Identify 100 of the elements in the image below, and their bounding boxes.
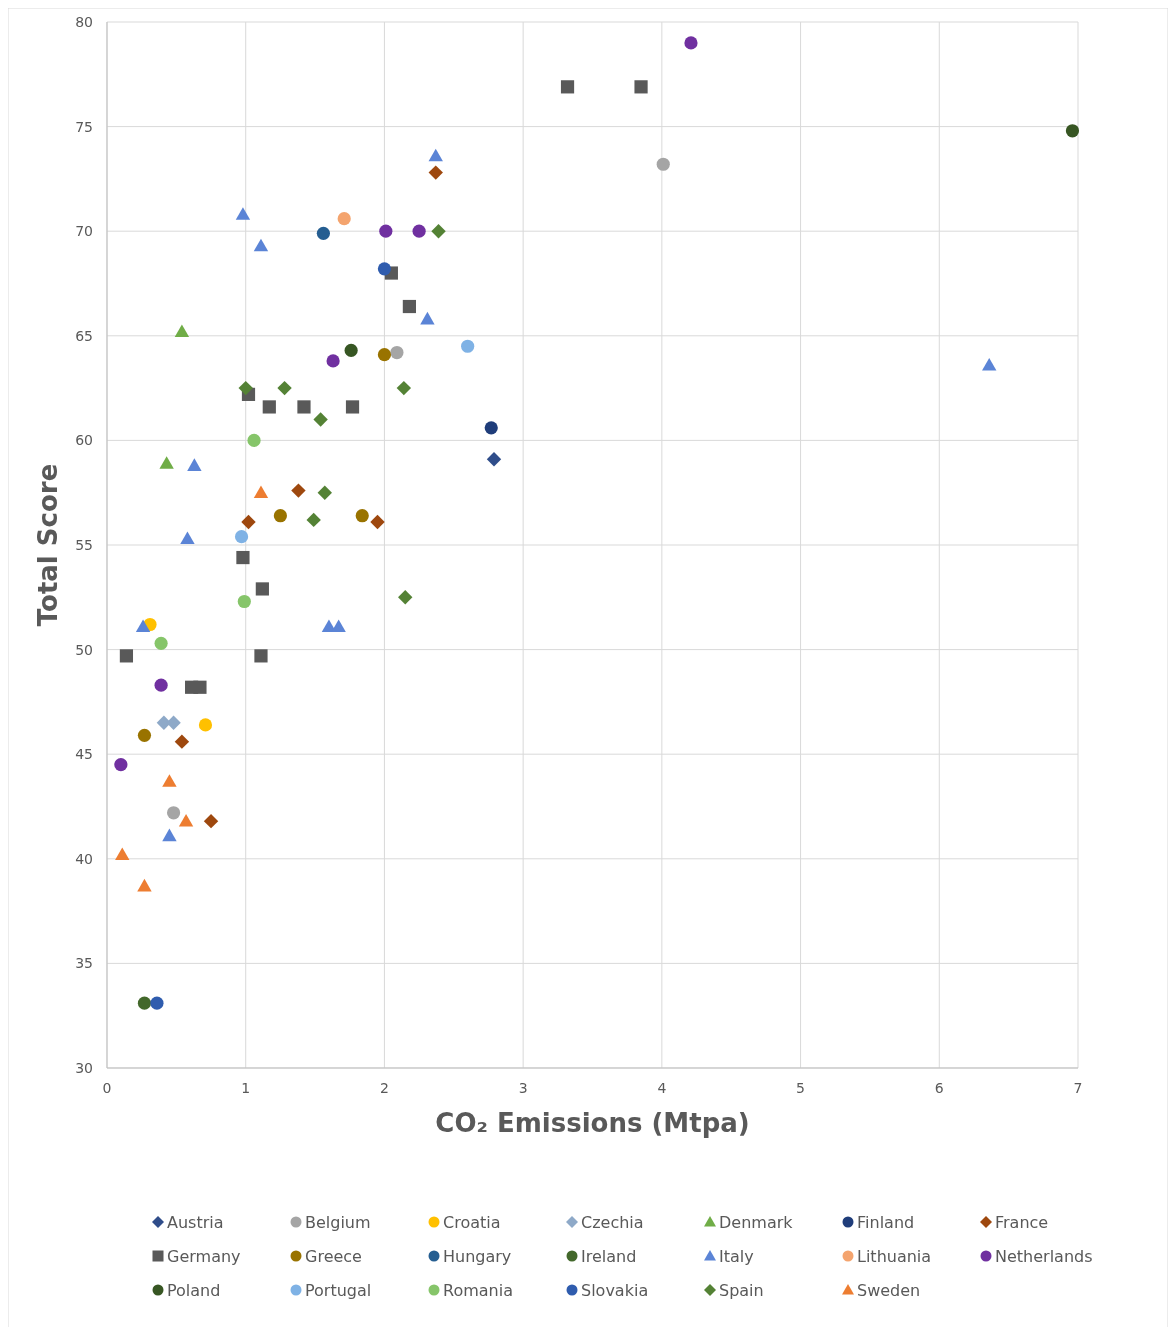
y-tick-label: 75 [75,118,93,135]
y-tick-label: 50 [75,641,93,658]
point [241,514,256,530]
point [428,148,443,162]
point [174,324,190,338]
point [273,509,287,523]
point [180,531,195,545]
point [313,412,328,427]
point [390,345,404,360]
point [236,550,250,565]
point [326,354,340,368]
point [154,636,168,650]
point [412,224,426,238]
point [306,512,321,528]
x-tick-label: 4 [657,1080,667,1096]
point [238,380,253,396]
point [174,734,190,749]
y-tick-label: 65 [75,327,93,344]
legend-label: Austria [167,1213,224,1232]
point [247,433,261,447]
point [337,212,351,226]
point [137,728,152,742]
point [461,339,475,353]
point [187,458,202,471]
point [297,400,311,414]
legend-label: Belgium [305,1213,371,1232]
x-tick-label: 6 [934,1080,944,1096]
point [234,530,249,544]
point [484,421,498,435]
point [253,238,269,252]
point [370,514,385,530]
point [656,157,670,171]
legend-label: Romania [443,1281,513,1300]
point [254,649,268,663]
point [235,207,251,220]
legend-label: Ireland [581,1247,637,1266]
legend-label: Poland [167,1281,221,1300]
y-tick-label: 45 [75,746,93,763]
point [1065,124,1080,138]
point [634,80,648,94]
point [262,400,276,414]
legend-label: Slovakia [581,1281,649,1300]
point [162,774,177,787]
point [162,828,177,842]
y-tick-label: 30 [75,1060,93,1076]
point [982,357,997,371]
point [345,400,360,414]
point [255,582,269,596]
legend-label: Czechia [581,1213,644,1232]
point [193,680,207,694]
point [355,509,369,523]
point [137,878,152,892]
y-tick-label: 70 [75,223,93,240]
point [398,590,413,605]
legend-label: Italy [719,1247,754,1266]
legend-label: Denmark [719,1213,794,1232]
legend-label: Greece [305,1247,362,1266]
point [277,380,292,396]
point [377,348,392,362]
point [431,224,446,239]
point [344,343,358,358]
point [428,165,443,180]
point [316,226,330,240]
point [377,262,392,276]
legend-label: Lithuania [857,1247,932,1266]
legend-label: Portugal [305,1281,372,1300]
y-axis-title: Total Score [33,463,63,627]
point [684,36,698,50]
x-tick-label: 3 [518,1080,528,1096]
point [402,299,416,314]
point [317,485,332,500]
point [150,996,164,1010]
point [178,813,194,827]
legend-label: Netherlands [995,1247,1093,1266]
point [119,649,134,663]
y-tick-label: 40 [75,850,93,867]
y-tick-label: 60 [75,432,93,449]
point [237,594,251,609]
legend-label: Germany [167,1247,241,1266]
point [159,456,174,469]
point [198,718,213,732]
point [486,452,502,467]
point [203,813,219,829]
point [166,806,181,820]
point [560,80,575,94]
point [253,485,269,499]
y-tick-label: 55 [75,537,93,553]
legend-label: Croatia [443,1213,501,1232]
point [114,758,128,772]
x-tick-label: 7 [1073,1080,1083,1096]
legend-label: Finland [857,1213,915,1232]
point [137,996,152,1010]
point [154,678,168,692]
point [135,619,151,632]
legend-label: Spain [719,1281,764,1300]
x-tick-label: 1 [241,1080,251,1096]
legend-label: Sweden [857,1281,921,1300]
y-tick-label: 80 [75,14,93,30]
point [379,224,393,238]
point [115,847,130,861]
